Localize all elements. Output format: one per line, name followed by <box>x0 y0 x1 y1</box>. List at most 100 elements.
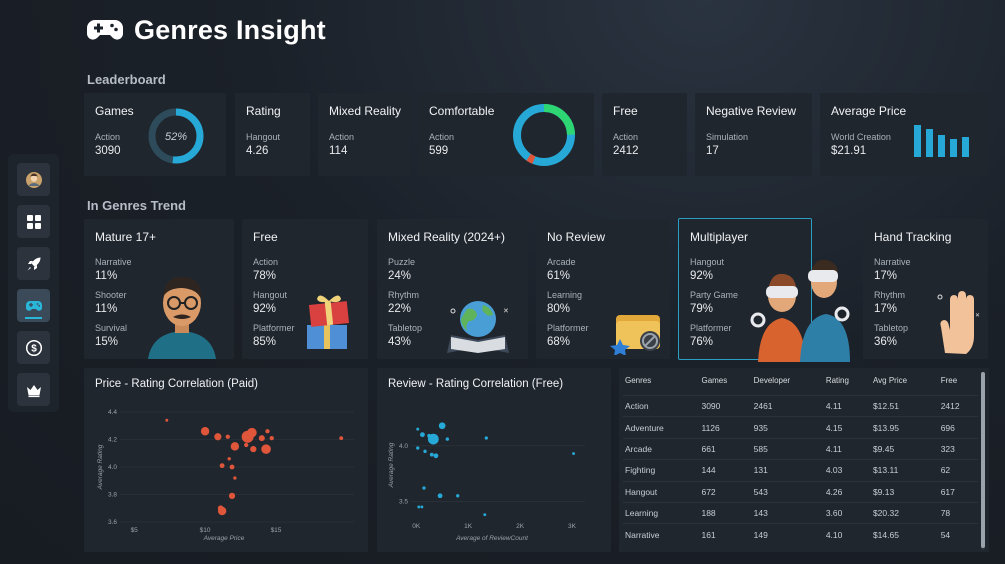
page-title: Genres Insight <box>134 14 326 45</box>
scatter-point[interactable] <box>420 432 425 438</box>
trend-card-free[interactable]: Free Action 78% Hangout 92% Platformer 85% <box>242 219 368 359</box>
table-header-row: Genres Games Developer Rating Avg Price Free <box>623 373 978 396</box>
avatar-button[interactable] <box>17 163 50 196</box>
review-rating-scatter[interactable]: Average of ReviewCount Average Rating 3.… <box>377 368 611 552</box>
genres-table: Genres Games Developer Rating Avg Price Free … <box>623 373 978 546</box>
scatter-point[interactable] <box>200 427 210 436</box>
table-cell: 696 <box>938 416 978 439</box>
scatter-point[interactable] <box>228 492 236 499</box>
scatter-point[interactable] <box>427 433 432 438</box>
table-cell: 78 <box>938 501 978 524</box>
scatter-point[interactable] <box>437 493 443 499</box>
scatter-point[interactable] <box>339 436 344 441</box>
table-row[interactable]: Narrative 161 149 4.10 $14.65 54 <box>623 523 978 546</box>
scatter-point[interactable] <box>165 418 169 422</box>
price-rating-scatter[interactable]: Average Price Average Rating 3.6 3.8 4.0 4.… <box>84 368 368 552</box>
scatter-point[interactable] <box>572 452 576 455</box>
scrollbar-thumb[interactable] <box>981 372 985 548</box>
donut-label: 52% <box>165 131 187 143</box>
man-emoji-icon <box>148 276 216 359</box>
table-row[interactable]: Action 3090 2461 4.11 $12.51 2412 <box>623 394 978 417</box>
kpi-title: Average Price <box>831 104 907 118</box>
sidebar-item-genres[interactable] <box>17 289 50 322</box>
sidebar-item-leaders[interactable] <box>17 373 50 406</box>
kpi-card-mixed-reality[interactable]: Mixed Reality Action 114 <box>318 93 410 176</box>
scatter-point[interactable] <box>244 442 249 448</box>
trend-card-no-review[interactable]: No Review Arcade 61% Learning 80% Platform… <box>536 219 670 359</box>
scatter-point[interactable] <box>416 427 420 431</box>
scatter-point[interactable] <box>229 464 235 470</box>
table-row[interactable]: Learning 188 143 3.60 $20.32 78 <box>623 501 978 524</box>
scatter-point[interactable] <box>258 435 265 442</box>
scatter-point[interactable] <box>423 449 427 454</box>
scatter-point[interactable] <box>438 422 446 430</box>
table-row[interactable]: Fighting 144 131 4.03 $13.11 62 <box>623 459 978 482</box>
scatter-point[interactable] <box>429 452 434 457</box>
scatter-point[interactable] <box>445 437 450 441</box>
scatter-point[interactable] <box>227 457 231 461</box>
kpi-title: Negative Review <box>706 104 797 118</box>
trend-row: Hangout 92% <box>690 257 725 282</box>
scatter-point[interactable] <box>456 494 460 498</box>
scatter-point[interactable] <box>230 442 240 451</box>
table-row[interactable]: Adventure 1126 935 4.15 $13.95 696 <box>623 416 978 439</box>
scatter-point[interactable] <box>225 434 230 439</box>
trend-title: No Review <box>547 230 606 244</box>
column-header[interactable]: Developer <box>753 376 791 385</box>
scatter-point[interactable] <box>420 505 424 509</box>
grid-icon <box>26 214 41 229</box>
table-row[interactable]: Hangout 672 543 4.26 $9.13 617 <box>623 480 978 503</box>
scatter-point[interactable] <box>261 444 271 454</box>
table-row[interactable]: Arcade 661 585 4.11 $9.45 323 <box>623 437 978 460</box>
trend-title: Mature 17+ <box>95 230 157 244</box>
table-scrollbar[interactable] <box>981 372 985 550</box>
x-tick-label: 1K <box>464 523 473 530</box>
scatter-point[interactable] <box>417 505 421 509</box>
trend-card-hand-tracking[interactable]: Hand Tracking Narrative 17% Rhythm 17% Tab… <box>863 219 988 359</box>
games-donut-chart: 52% <box>148 108 204 164</box>
kpi-card-comfortable[interactable]: Comfortable Action 599 <box>418 93 594 176</box>
trend-card-mixed-reality[interactable]: Mixed Reality (2024+) Puzzle 24% Rhythm 22… <box>377 219 528 359</box>
trend-title: Free <box>253 230 278 244</box>
table-cell: 131 <box>751 459 824 482</box>
scatter-point[interactable] <box>247 427 257 438</box>
kpi-value: 4.26 <box>246 145 269 157</box>
chart-title: Review - Rating Correlation (Free) <box>388 378 564 390</box>
column-header[interactable]: Rating <box>825 376 849 385</box>
sidebar-item-dashboard[interactable] <box>17 205 50 238</box>
table-cell: Adventure <box>623 416 700 439</box>
scatter-point[interactable] <box>422 486 426 490</box>
scatter-point[interactable] <box>265 429 270 434</box>
scatter-point[interactable] <box>484 436 488 440</box>
kpi-card-free[interactable]: Free Action 2412 <box>602 93 687 176</box>
table-cell: 4.11 <box>823 437 871 460</box>
scatter-point[interactable] <box>214 433 222 441</box>
scatter-point[interactable] <box>219 463 225 469</box>
kpi-card-average-price[interactable]: Average Price World Creation $21.91 <box>820 93 988 176</box>
table-cell: 149 <box>751 523 824 546</box>
crown-icon <box>26 384 41 397</box>
scatter-point[interactable] <box>483 513 487 517</box>
column-header[interactable]: Free <box>940 376 958 385</box>
kpi-card-negative-review[interactable]: Negative Review Simulation 17 <box>695 93 812 176</box>
price-rating-chart-panel: Price - Rating Correlation (Paid) Averag… <box>84 368 368 552</box>
trend-row: Rhythm 17% <box>874 290 906 315</box>
kpi-card-games[interactable]: Games Action 3090 52% <box>84 93 226 176</box>
trend-card-mature[interactable]: Mature 17+ Narrative 11% Shooter 11% Survi… <box>84 219 234 359</box>
column-header[interactable]: Games <box>701 376 728 385</box>
trend-row: Platformer 85% <box>253 323 295 348</box>
kpi-genre: Simulation <box>706 132 749 142</box>
x-axis-label: Average Price <box>203 535 245 542</box>
scatter-point[interactable] <box>233 476 237 480</box>
column-header[interactable]: Genres <box>625 376 652 385</box>
table-cell: 4.10 <box>823 523 871 546</box>
scatter-point[interactable] <box>416 446 420 450</box>
column-header[interactable]: Avg Price <box>872 376 908 385</box>
scatter-point[interactable] <box>269 435 274 441</box>
scatter-point[interactable] <box>217 506 227 516</box>
scatter-point[interactable] <box>433 453 439 459</box>
sidebar-item-pricing[interactable]: $ <box>17 331 50 364</box>
sidebar-item-launch[interactable] <box>17 247 50 280</box>
kpi-card-rating[interactable]: Rating Hangout 4.26 <box>235 93 310 176</box>
scatter-point[interactable] <box>250 446 257 453</box>
